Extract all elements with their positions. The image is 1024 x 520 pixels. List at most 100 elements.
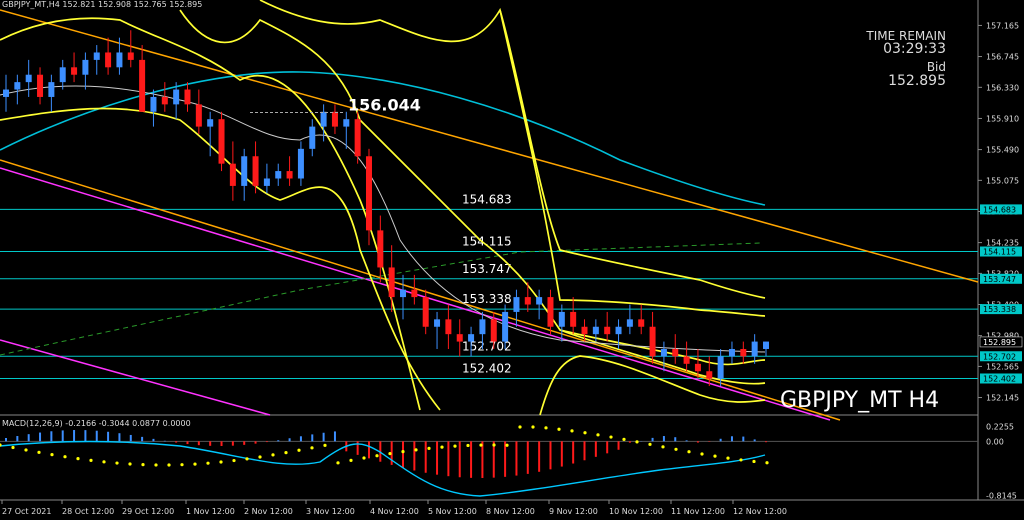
- candle-body: [660, 348, 667, 357]
- candle-body: [615, 326, 622, 335]
- level-label: 154.683: [462, 192, 512, 206]
- candle-body: [343, 119, 350, 127]
- macd-dot: [76, 457, 80, 461]
- macd-dot: [63, 455, 67, 459]
- price-tag-box: [979, 336, 1023, 348]
- macd-dot: [297, 448, 301, 452]
- macd-dot: [50, 452, 54, 457]
- macd-dot: [739, 458, 743, 462]
- price-tag-label: 154.115: [983, 248, 1016, 257]
- x-tick-label: 27 Oct 2021: [2, 507, 51, 516]
- price-tag-box: [980, 304, 1022, 315]
- macd-dot: [765, 461, 769, 465]
- macd-dot: [661, 445, 665, 449]
- candle-body: [320, 111, 327, 127]
- candle-body: [48, 82, 55, 97]
- macd-dot: [245, 457, 249, 461]
- price-tag-box: [980, 246, 1022, 257]
- macd-dot: [622, 437, 626, 442]
- x-tick-label: 3 Nov 12:00: [306, 507, 355, 516]
- band-line-0: [0, 17, 421, 411]
- macd-dot: [115, 461, 119, 465]
- macd-dot: [206, 461, 210, 465]
- macd-dot: [362, 456, 366, 460]
- x-tick-label: 29 Oct 12:00: [122, 507, 174, 516]
- macd-tick-label: 0.00: [986, 437, 1004, 446]
- bid-value: 152.895: [888, 73, 946, 89]
- candle-body: [263, 178, 270, 186]
- candle-body: [672, 348, 679, 357]
- price-tag-label: 153.338: [983, 305, 1016, 314]
- trendline-upper: [0, 9, 979, 283]
- band-line-1: [0, 107, 441, 411]
- x-tick-label: 8 Nov 12:00: [486, 507, 535, 516]
- candle-body: [751, 341, 758, 357]
- macd-dot: [440, 445, 444, 449]
- x-tick-label: 9 Nov 12:00: [549, 507, 598, 516]
- macd-dot: [219, 460, 223, 464]
- high-price-label: 156.044: [348, 96, 421, 115]
- price-tag-box: [980, 373, 1022, 384]
- macd-dot: [713, 454, 717, 458]
- macd-dot: [648, 442, 652, 446]
- candle-body: [82, 59, 89, 75]
- candle-body: [411, 289, 418, 298]
- candle-body: [286, 171, 293, 179]
- candle-body: [502, 311, 509, 342]
- price-tag-box: [980, 273, 1022, 284]
- macd-dot: [544, 426, 548, 430]
- macd-dot: [167, 463, 171, 467]
- candle-body: [377, 230, 384, 268]
- candle-body: [116, 52, 123, 68]
- level-label: 153.338: [462, 292, 512, 306]
- macd-dot: [128, 462, 132, 466]
- candle-body: [547, 297, 554, 327]
- candle-body: [422, 297, 429, 327]
- macd-dot: [674, 447, 678, 451]
- time-remain-value: 03:29:33: [883, 41, 946, 57]
- x-tick-label: 2 Nov 12:00: [244, 507, 293, 516]
- macd-dot: [505, 443, 509, 447]
- candle-body: [570, 311, 577, 327]
- macd-dot: [37, 450, 41, 454]
- y-tick-label: 155.490: [986, 146, 1019, 155]
- y-tick-label: 157.165: [986, 21, 1019, 30]
- candle-body: [581, 326, 588, 335]
- band-line-6: [539, 355, 766, 416]
- candle-body: [479, 319, 486, 335]
- macd-dot: [258, 455, 262, 459]
- ma-dashed-green: [0, 242, 761, 356]
- candle-body: [649, 326, 656, 357]
- macd-dot: [596, 433, 600, 437]
- bid-label: Bid: [926, 60, 946, 74]
- time-remain-label: TIME REMAIN: [866, 29, 946, 43]
- macd-dot: [557, 427, 561, 431]
- candle-body: [638, 319, 645, 327]
- macd-dot: [635, 440, 639, 444]
- price-tag-label: 154.683: [983, 205, 1016, 214]
- x-tick-label: 28 Oct 12:00: [62, 507, 114, 516]
- candle-body: [229, 163, 236, 186]
- price-tag-box: [980, 351, 1022, 362]
- y-tick-label: 152.565: [986, 362, 1019, 371]
- candle-body: [717, 356, 724, 379]
- macd-dot: [453, 444, 457, 448]
- macd-dot: [284, 451, 288, 455]
- macd-dot: [492, 443, 496, 447]
- macd-dot: [726, 456, 730, 460]
- candle-body: [150, 96, 157, 112]
- candle-body: [456, 334, 463, 342]
- level-label: 154.115: [462, 235, 512, 249]
- candle-body: [3, 89, 9, 97]
- macd-dot: [310, 446, 314, 450]
- macd-dot: [232, 458, 236, 463]
- y-tick-label: 154.235: [986, 239, 1019, 248]
- candle-body: [25, 74, 32, 83]
- candle-body: [93, 52, 100, 60]
- macd-dot: [388, 451, 392, 456]
- level-label: 152.702: [462, 339, 512, 353]
- macd-dot: [271, 453, 275, 457]
- y-tick-label: 155.910: [986, 114, 1019, 123]
